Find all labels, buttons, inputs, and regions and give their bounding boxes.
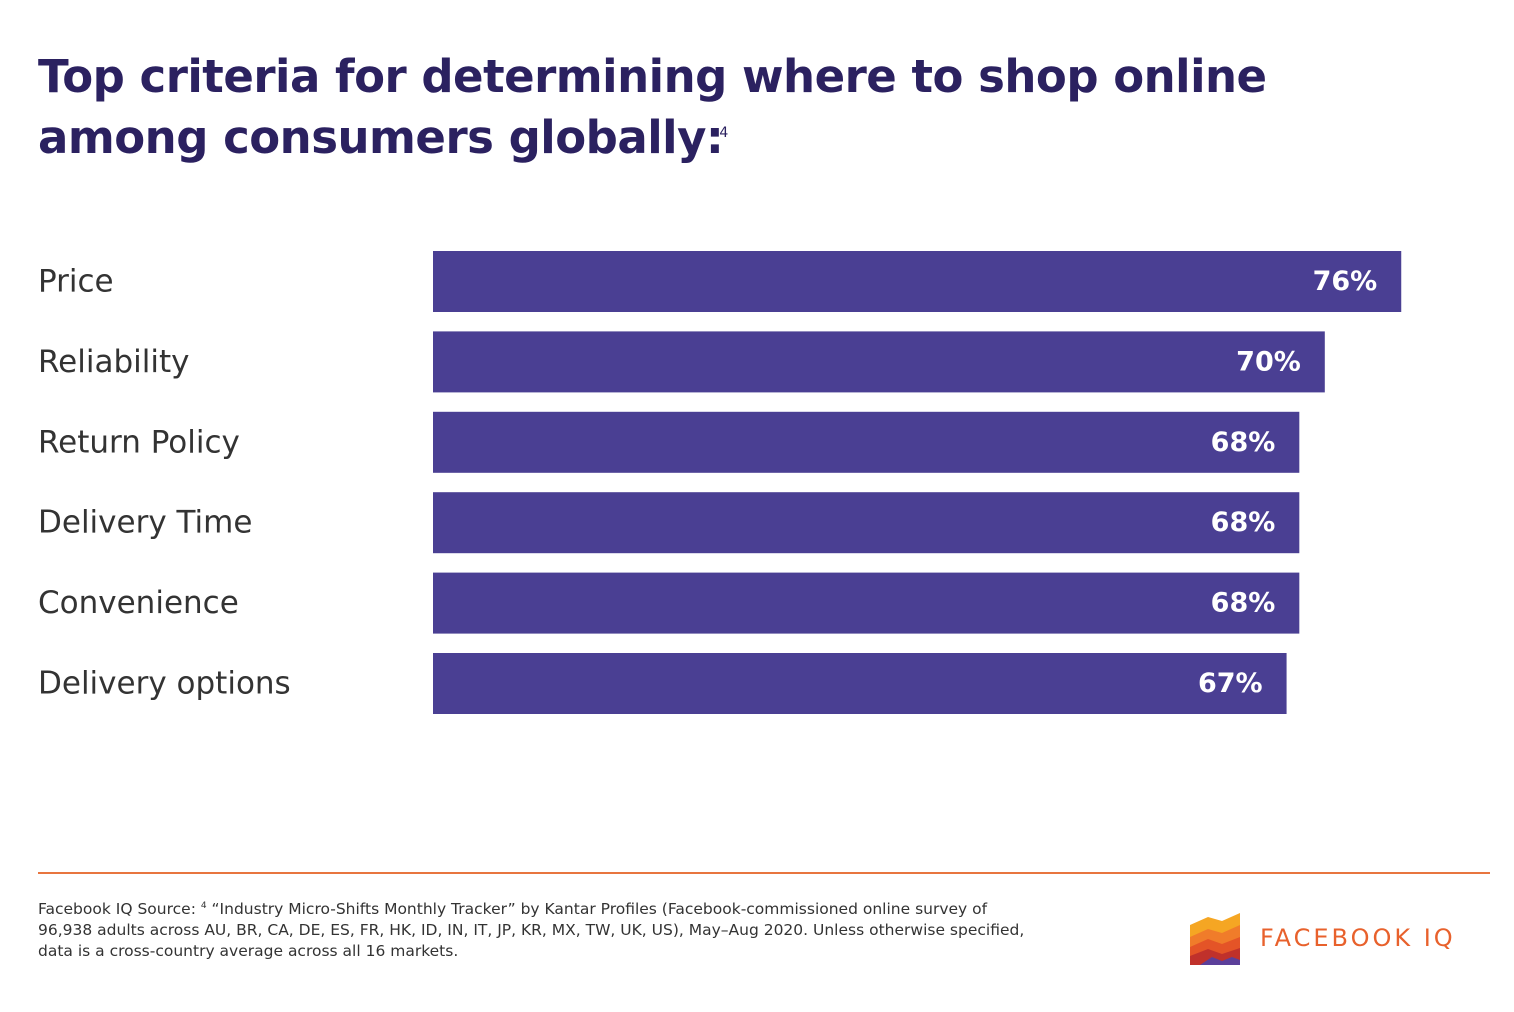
bar — [433, 331, 1325, 393]
category-label: Return Policy — [38, 424, 240, 460]
source-footnote-marker: 4 — [200, 900, 207, 911]
data-label: 68% — [1211, 427, 1276, 458]
bar — [433, 251, 1402, 312]
bar — [433, 492, 1300, 554]
category-label: Convenience — [38, 585, 239, 621]
chart-title-text: Top criteria for determining where to sh… — [38, 50, 1267, 164]
bar — [433, 411, 1300, 473]
chart-title: Top criteria for determining where to sh… — [38, 46, 1438, 168]
bar — [433, 572, 1300, 634]
data-label: 67% — [1198, 668, 1263, 699]
source-text: “Industry Micro-Shifts Monthly Tracker” … — [38, 900, 1025, 960]
category-label: Price — [38, 264, 114, 300]
facebook-iq-logo-icon — [1190, 913, 1240, 965]
data-label: 70% — [1236, 346, 1301, 377]
bar-chart: Price 76% Reliability 70% Return Policy 68% De… — [38, 251, 1402, 714]
source-label: Facebook IQ Source: — [38, 900, 196, 918]
category-label: Delivery Time — [38, 505, 252, 541]
data-label: 76% — [1313, 266, 1378, 297]
data-label: 68% — [1211, 588, 1276, 619]
title-footnote-marker: 4 — [719, 125, 728, 141]
logo-text: FACEBOOK IQ — [1260, 924, 1456, 952]
category-label: Reliability — [38, 344, 189, 380]
source-note: Facebook IQ Source: 4 “Industry Micro-Sh… — [38, 899, 1028, 962]
data-label: 68% — [1211, 507, 1276, 538]
footer-divider — [38, 872, 1490, 874]
facebook-iq-logo: FACEBOOK IQ — [1188, 910, 1456, 966]
category-label: Delivery options — [38, 666, 291, 702]
bar — [433, 653, 1287, 714]
